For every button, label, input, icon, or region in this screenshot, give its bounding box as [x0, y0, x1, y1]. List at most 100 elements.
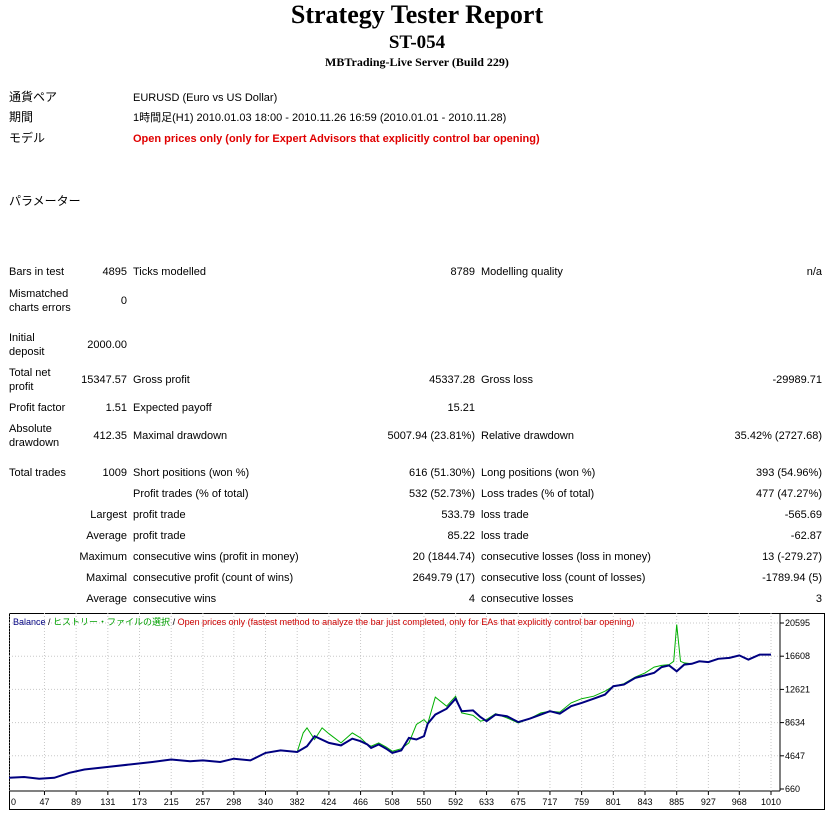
ptrades-value: 532 (52.73%) [408, 488, 475, 500]
balance-chart: 20595 16608 12621 8634 4647 660 0 47 89 131 173 21… [9, 613, 825, 810]
long-value: 393 (54.96%) [755, 467, 822, 479]
maxdd-label: Maximal drawdown [133, 430, 228, 442]
y-tick-label: 8634 [785, 718, 805, 728]
legend-sep-2: / [170, 617, 178, 627]
bars-label: Bars in test [9, 266, 65, 278]
x-tick-label: 131 [100, 797, 115, 807]
chart-frame [9, 613, 825, 810]
maximal-label: Maximal [86, 572, 127, 584]
grossprofit-label: Gross profit [133, 374, 190, 386]
max-cw-value: 20 (1844.74) [412, 551, 475, 563]
server-name: MBTrading-Live Server (Build 229) [325, 55, 509, 69]
pf-value: 1.51 [105, 402, 127, 414]
x-tick-label: 633 [479, 797, 494, 807]
x-tick-label: 47 [39, 797, 49, 807]
quality-label: Modelling quality [481, 266, 563, 278]
avg-cw-value: 4 [468, 593, 475, 605]
netprofit-value: 15347.57 [81, 374, 127, 386]
avg-loss-label: loss trade [481, 530, 529, 542]
reldd-value: 35.42% (2727.68) [734, 430, 822, 442]
avg-cl-value: 3 [815, 593, 822, 605]
x-tick-label: 592 [448, 797, 463, 807]
balance-line [9, 653, 771, 780]
ticks-value: 8789 [450, 266, 475, 278]
x-tick-label: 843 [637, 797, 652, 807]
period-label: 期間 [9, 110, 34, 124]
mismatch-value: 0 [120, 295, 127, 307]
x-tick-label: 340 [258, 797, 273, 807]
report-title: Strategy Tester Report [290, 0, 544, 29]
mxl-cp-value: 2649.79 (17) [412, 572, 475, 584]
trades-label: Total trades [9, 467, 66, 479]
largest-label: Largest [90, 509, 127, 521]
long-label: Long positions (won %) [481, 467, 596, 479]
average2-label: Average [86, 593, 127, 605]
y-tick-label: 20595 [785, 618, 810, 628]
mxl-cl-label: consecutive loss (count of losses) [481, 572, 646, 584]
netprofit-label-1: Total net [9, 367, 51, 379]
x-tick-label: 508 [385, 797, 400, 807]
avg-profit-label: profit trade [133, 530, 186, 542]
y-tick-label: 4647 [785, 751, 805, 761]
x-tick-label: 0 [11, 797, 16, 807]
y-tick-labels: 20595 16608 12621 8634 4647 660 [785, 618, 810, 794]
short-value: 616 (51.30%) [408, 467, 475, 479]
x-tick-label: 257 [195, 797, 210, 807]
grossloss-value: -29989.71 [772, 374, 822, 386]
avg-loss-value: -62.87 [790, 530, 822, 542]
max-cw-label: consecutive wins (profit in money) [133, 551, 299, 563]
x-tick-label: 382 [290, 797, 305, 807]
deposit-value: 2000.00 [87, 339, 127, 351]
largest-loss-value: -565.69 [784, 509, 822, 521]
x-tick-label: 173 [132, 797, 147, 807]
grossloss-label: Gross loss [481, 374, 533, 386]
x-tick-label: 801 [606, 797, 621, 807]
x-tick-label: 89 [71, 797, 81, 807]
largest-profit-value: 533.79 [441, 509, 475, 521]
ptrades-label: Profit trades (% of total) [133, 488, 249, 500]
largest-loss-label: loss trade [481, 509, 529, 521]
model-label: モデル [9, 131, 46, 145]
short-label: Short positions (won %) [133, 467, 250, 479]
reldd-label: Relative drawdown [481, 430, 574, 442]
chart-legend: Balance / ヒストリー・ファイルの選択 / Open prices on… [13, 616, 634, 627]
legend-balance: Balance [13, 617, 46, 627]
mxl-cp-label: consecutive profit (count of wins) [133, 572, 294, 584]
netprofit-label-2: profit [9, 381, 34, 393]
avg-cw-label: consecutive wins [133, 593, 217, 605]
period-value: 1時間足(H1) 2010.01.03 18:00 - 2010.11.26 1… [133, 112, 507, 124]
x-tick-label: 885 [669, 797, 684, 807]
max-cl-label: consecutive losses (loss in money) [481, 551, 651, 563]
params-label: パラメーター [9, 194, 81, 208]
chart-grid [9, 613, 784, 795]
y-tick-label: 660 [785, 784, 800, 794]
x-tick-label: 298 [226, 797, 241, 807]
deposit-label-1: Initial [9, 332, 35, 344]
ltrades-label: Loss trades (% of total) [481, 488, 595, 500]
x-tick-label: 675 [511, 797, 526, 807]
avg-profit-value: 85.22 [447, 530, 475, 542]
maximum-label: Maximum [79, 551, 127, 563]
x-tick-labels: 0 47 89 131 173 215 257 298 340 382 424 466 508 550 59… [11, 797, 781, 807]
report-subtitle: ST-054 [388, 32, 446, 53]
x-tick-label: 927 [701, 797, 716, 807]
grossprofit-value: 45337.28 [429, 374, 475, 386]
average-label: Average [86, 530, 127, 542]
payoff-label: Expected payoff [133, 402, 212, 414]
x-tick-label: 215 [164, 797, 179, 807]
x-tick-label: 466 [353, 797, 368, 807]
pf-label: Profit factor [9, 402, 66, 414]
absdd-label-2: drawdown [9, 437, 60, 449]
quality-value: n/a [806, 266, 822, 278]
x-tick-label: 550 [416, 797, 431, 807]
ltrades-value: 477 (47.27%) [755, 488, 822, 500]
payoff-value: 15.21 [447, 402, 475, 414]
maxdd-value: 5007.94 (23.81%) [387, 430, 475, 442]
trades-value: 1009 [102, 467, 127, 479]
x-tick-label: 759 [574, 797, 589, 807]
y-tick-label: 12621 [785, 684, 810, 694]
x-tick-label: 424 [321, 797, 336, 807]
pair-value: EURUSD (Euro vs US Dollar) [133, 92, 278, 104]
x-tick-label: 1010 [761, 797, 781, 807]
largest-profit-label: profit trade [133, 509, 186, 521]
